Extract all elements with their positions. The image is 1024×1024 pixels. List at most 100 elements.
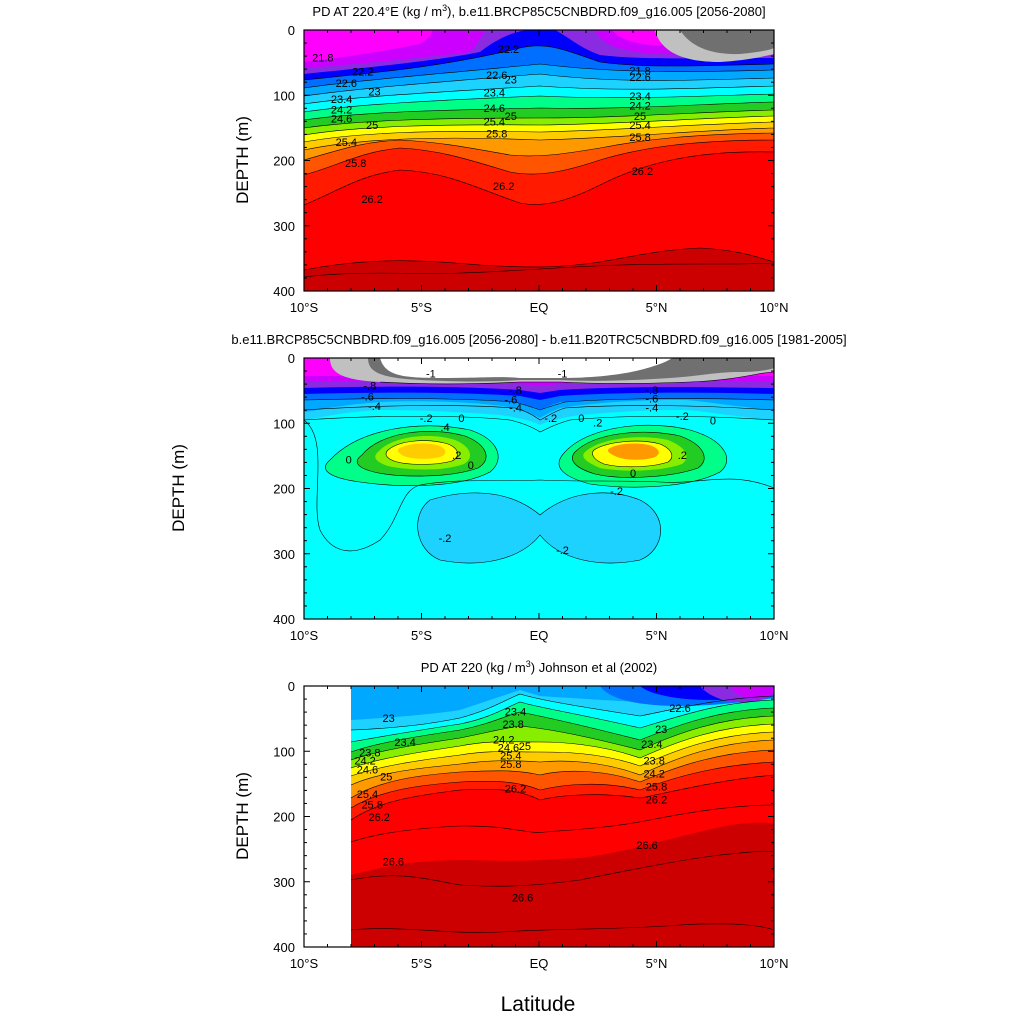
contour-label: 26.2 xyxy=(493,181,514,193)
contour-label: 25 xyxy=(519,741,531,753)
panel-2-axes: 10°S 5°S EQ 5°N 10°N 0 100 200 300 400 xyxy=(273,351,788,643)
contour-label: 25.4 xyxy=(500,751,521,763)
contour-label: .2 xyxy=(452,450,461,462)
x-tick-label: 5°N xyxy=(646,956,668,971)
contour-label: -.6 xyxy=(361,391,374,403)
y-tick-label: 0 xyxy=(288,679,295,694)
contour-label: 24.2 xyxy=(354,755,375,767)
panel-1-ylabel: DEPTH (m) xyxy=(233,116,252,204)
contour-label: .2 xyxy=(593,418,602,430)
contour-label: 25.8 xyxy=(500,759,521,771)
y-tick-label: 100 xyxy=(273,744,295,759)
panel-2-ylabel: DEPTH (m) xyxy=(169,444,188,532)
contour-label: -.2 xyxy=(676,411,689,423)
contour-label: 22.6 xyxy=(629,72,650,84)
panel-2: b.e11.BRCP85C5CNBDRD.f09_g16.005 [2056-2… xyxy=(169,332,847,643)
contour-label: 0 xyxy=(458,413,464,425)
contour-label: 26.2 xyxy=(361,194,382,206)
contour-label: -.4 xyxy=(509,403,522,415)
contour-label: 23.4 xyxy=(505,706,526,718)
x-tick-label: EQ xyxy=(530,300,549,315)
panel-1-contour-lines xyxy=(304,45,774,278)
x-tick-label: 10°N xyxy=(759,300,788,315)
contour-label: -.8 xyxy=(645,385,658,397)
contour-label: 24.6 xyxy=(357,764,378,776)
contour-label: 22.6 xyxy=(669,703,690,715)
y-tick-label: 300 xyxy=(273,547,295,562)
y-tick-label: 100 xyxy=(273,416,295,431)
x-tick-label: 10°S xyxy=(290,300,319,315)
contour-label: -.6 xyxy=(645,393,658,405)
x-tick-label: 5°S xyxy=(411,300,432,315)
contour-label: 26.2 xyxy=(368,812,389,824)
contour-label: 23 xyxy=(368,86,380,98)
contour-label: 25.8 xyxy=(486,129,507,141)
y-tick-label: 300 xyxy=(273,875,295,890)
contour-label: 0 xyxy=(710,416,716,428)
contour-label: 21.8 xyxy=(629,65,650,77)
contour-label: 0 xyxy=(578,413,584,425)
contour-label: 23.4 xyxy=(641,739,662,751)
panel-3-contour-lines xyxy=(350,693,774,933)
contour-label: 25.8 xyxy=(345,158,366,170)
x-tick-label: EQ xyxy=(530,628,549,643)
contour-label: 22.6 xyxy=(486,70,507,82)
contour-label: 25 xyxy=(380,772,392,784)
y-tick-label: 200 xyxy=(273,482,295,497)
contour-label: 24.6 xyxy=(498,742,519,754)
y-tick-label: 0 xyxy=(288,351,295,366)
contour-label: 26.6 xyxy=(512,892,533,904)
panel-1: PD AT 220.4°E (kg / m3), b.e11.BRCP85C5C… xyxy=(233,3,789,315)
contour-label: 0 xyxy=(468,460,474,472)
contour-label: 25 xyxy=(505,111,517,123)
contour-label: -1 xyxy=(426,369,436,381)
contour-label: 26.2 xyxy=(632,166,653,178)
x-tick-label: 5°S xyxy=(411,628,432,643)
contour-label: 25.4 xyxy=(484,116,505,128)
contour-label: -.4 xyxy=(645,403,658,415)
contour-label: 23.8 xyxy=(643,755,664,767)
contour-label: 23 xyxy=(505,75,517,87)
contour-label: 25 xyxy=(634,111,646,123)
panel-3-field xyxy=(350,686,774,947)
contour-label: 26.6 xyxy=(383,856,404,868)
x-tick-label: 10°N xyxy=(759,628,788,643)
contour-label: 23.8 xyxy=(359,747,380,759)
y-tick-label: 200 xyxy=(273,154,295,169)
contour-label: 25.4 xyxy=(629,120,650,132)
contour-label: -.2 xyxy=(556,545,569,557)
contour-label: 25.8 xyxy=(629,132,650,144)
x-tick-label: 5°S xyxy=(411,956,432,971)
contour-label: 0 xyxy=(346,455,352,467)
y-tick-label: 400 xyxy=(273,612,295,627)
contour-label: -1 xyxy=(558,369,568,381)
contour-label: 21.8 xyxy=(312,52,333,64)
contour-label: 25.8 xyxy=(361,800,382,812)
contour-label: 24.2 xyxy=(643,768,664,780)
x-tick-label: 10°S xyxy=(290,628,319,643)
y-tick-label: 400 xyxy=(273,940,295,955)
contour-label: -.2 xyxy=(439,533,452,545)
contour-label: 24.6 xyxy=(484,103,505,115)
panel-3-axes: 10°S 5°S EQ 5°N 10°N 0 100 200 300 400 xyxy=(273,679,788,971)
x-tick-label: 5°N xyxy=(646,300,668,315)
panel-3: PD AT 220 (kg / m3) Johnson et al (2002) xyxy=(233,659,789,971)
y-tick-label: 0 xyxy=(288,23,295,38)
contour-label: 23 xyxy=(382,713,394,725)
contour-label: 26.6 xyxy=(636,840,657,852)
contour-label: 25.8 xyxy=(646,781,667,793)
contour-label: .4 xyxy=(440,422,449,434)
panel-3-title: PD AT 220 (kg / m3) Johnson et al (2002) xyxy=(421,659,658,675)
contour-label: 23 xyxy=(655,724,667,736)
panel-2-title: b.e11.BRCP85C5CNBDRD.f09_g16.005 [2056-2… xyxy=(231,332,846,347)
contour-label: 26.2 xyxy=(646,794,667,806)
x-tick-label: 5°N xyxy=(646,628,668,643)
contour-label: 23.4 xyxy=(484,88,505,100)
contour-label: -.8 xyxy=(363,380,376,392)
panel-1-contour-labels: 21.822.222.62323.424.224.62525.425.826.2… xyxy=(312,44,653,206)
contour-label: -.2 xyxy=(610,486,623,498)
panel-2-contour-lines xyxy=(304,371,774,564)
y-tick-label: 400 xyxy=(273,284,295,299)
x-tick-label: 10°S xyxy=(290,956,319,971)
